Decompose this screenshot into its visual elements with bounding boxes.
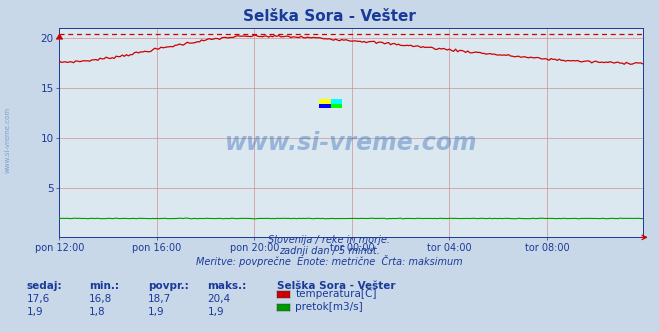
Text: maks.:: maks.: [208,281,247,290]
Bar [319,104,331,108]
Text: Slovenija / reke in morje.: Slovenija / reke in morje. [268,235,391,245]
Text: temperatura[C]: temperatura[C] [295,289,377,299]
Bar [331,99,342,104]
Bar [319,99,331,104]
Text: 1,9: 1,9 [148,307,165,317]
Text: zadnji dan / 5 minut.: zadnji dan / 5 minut. [279,246,380,256]
Text: Selška Sora - Vešter: Selška Sora - Vešter [243,9,416,24]
Text: 1,9: 1,9 [208,307,224,317]
Bar [331,104,342,108]
Text: Selška Sora - Vešter: Selška Sora - Vešter [277,281,395,290]
Text: min.:: min.: [89,281,119,290]
Text: 16,8: 16,8 [89,294,112,304]
Text: 1,8: 1,8 [89,307,105,317]
Text: www.si-vreme.com: www.si-vreme.com [225,131,477,155]
Text: 17,6: 17,6 [26,294,49,304]
Text: 18,7: 18,7 [148,294,171,304]
Text: Meritve: povprečne  Enote: metrične  Črta: maksimum: Meritve: povprečne Enote: metrične Črta:… [196,255,463,267]
Text: sedaj:: sedaj: [26,281,62,290]
Text: pretok[m3/s]: pretok[m3/s] [295,302,363,312]
Text: povpr.:: povpr.: [148,281,189,290]
Text: 20,4: 20,4 [208,294,231,304]
Text: www.si-vreme.com: www.si-vreme.com [5,106,11,173]
Text: 1,9: 1,9 [26,307,43,317]
